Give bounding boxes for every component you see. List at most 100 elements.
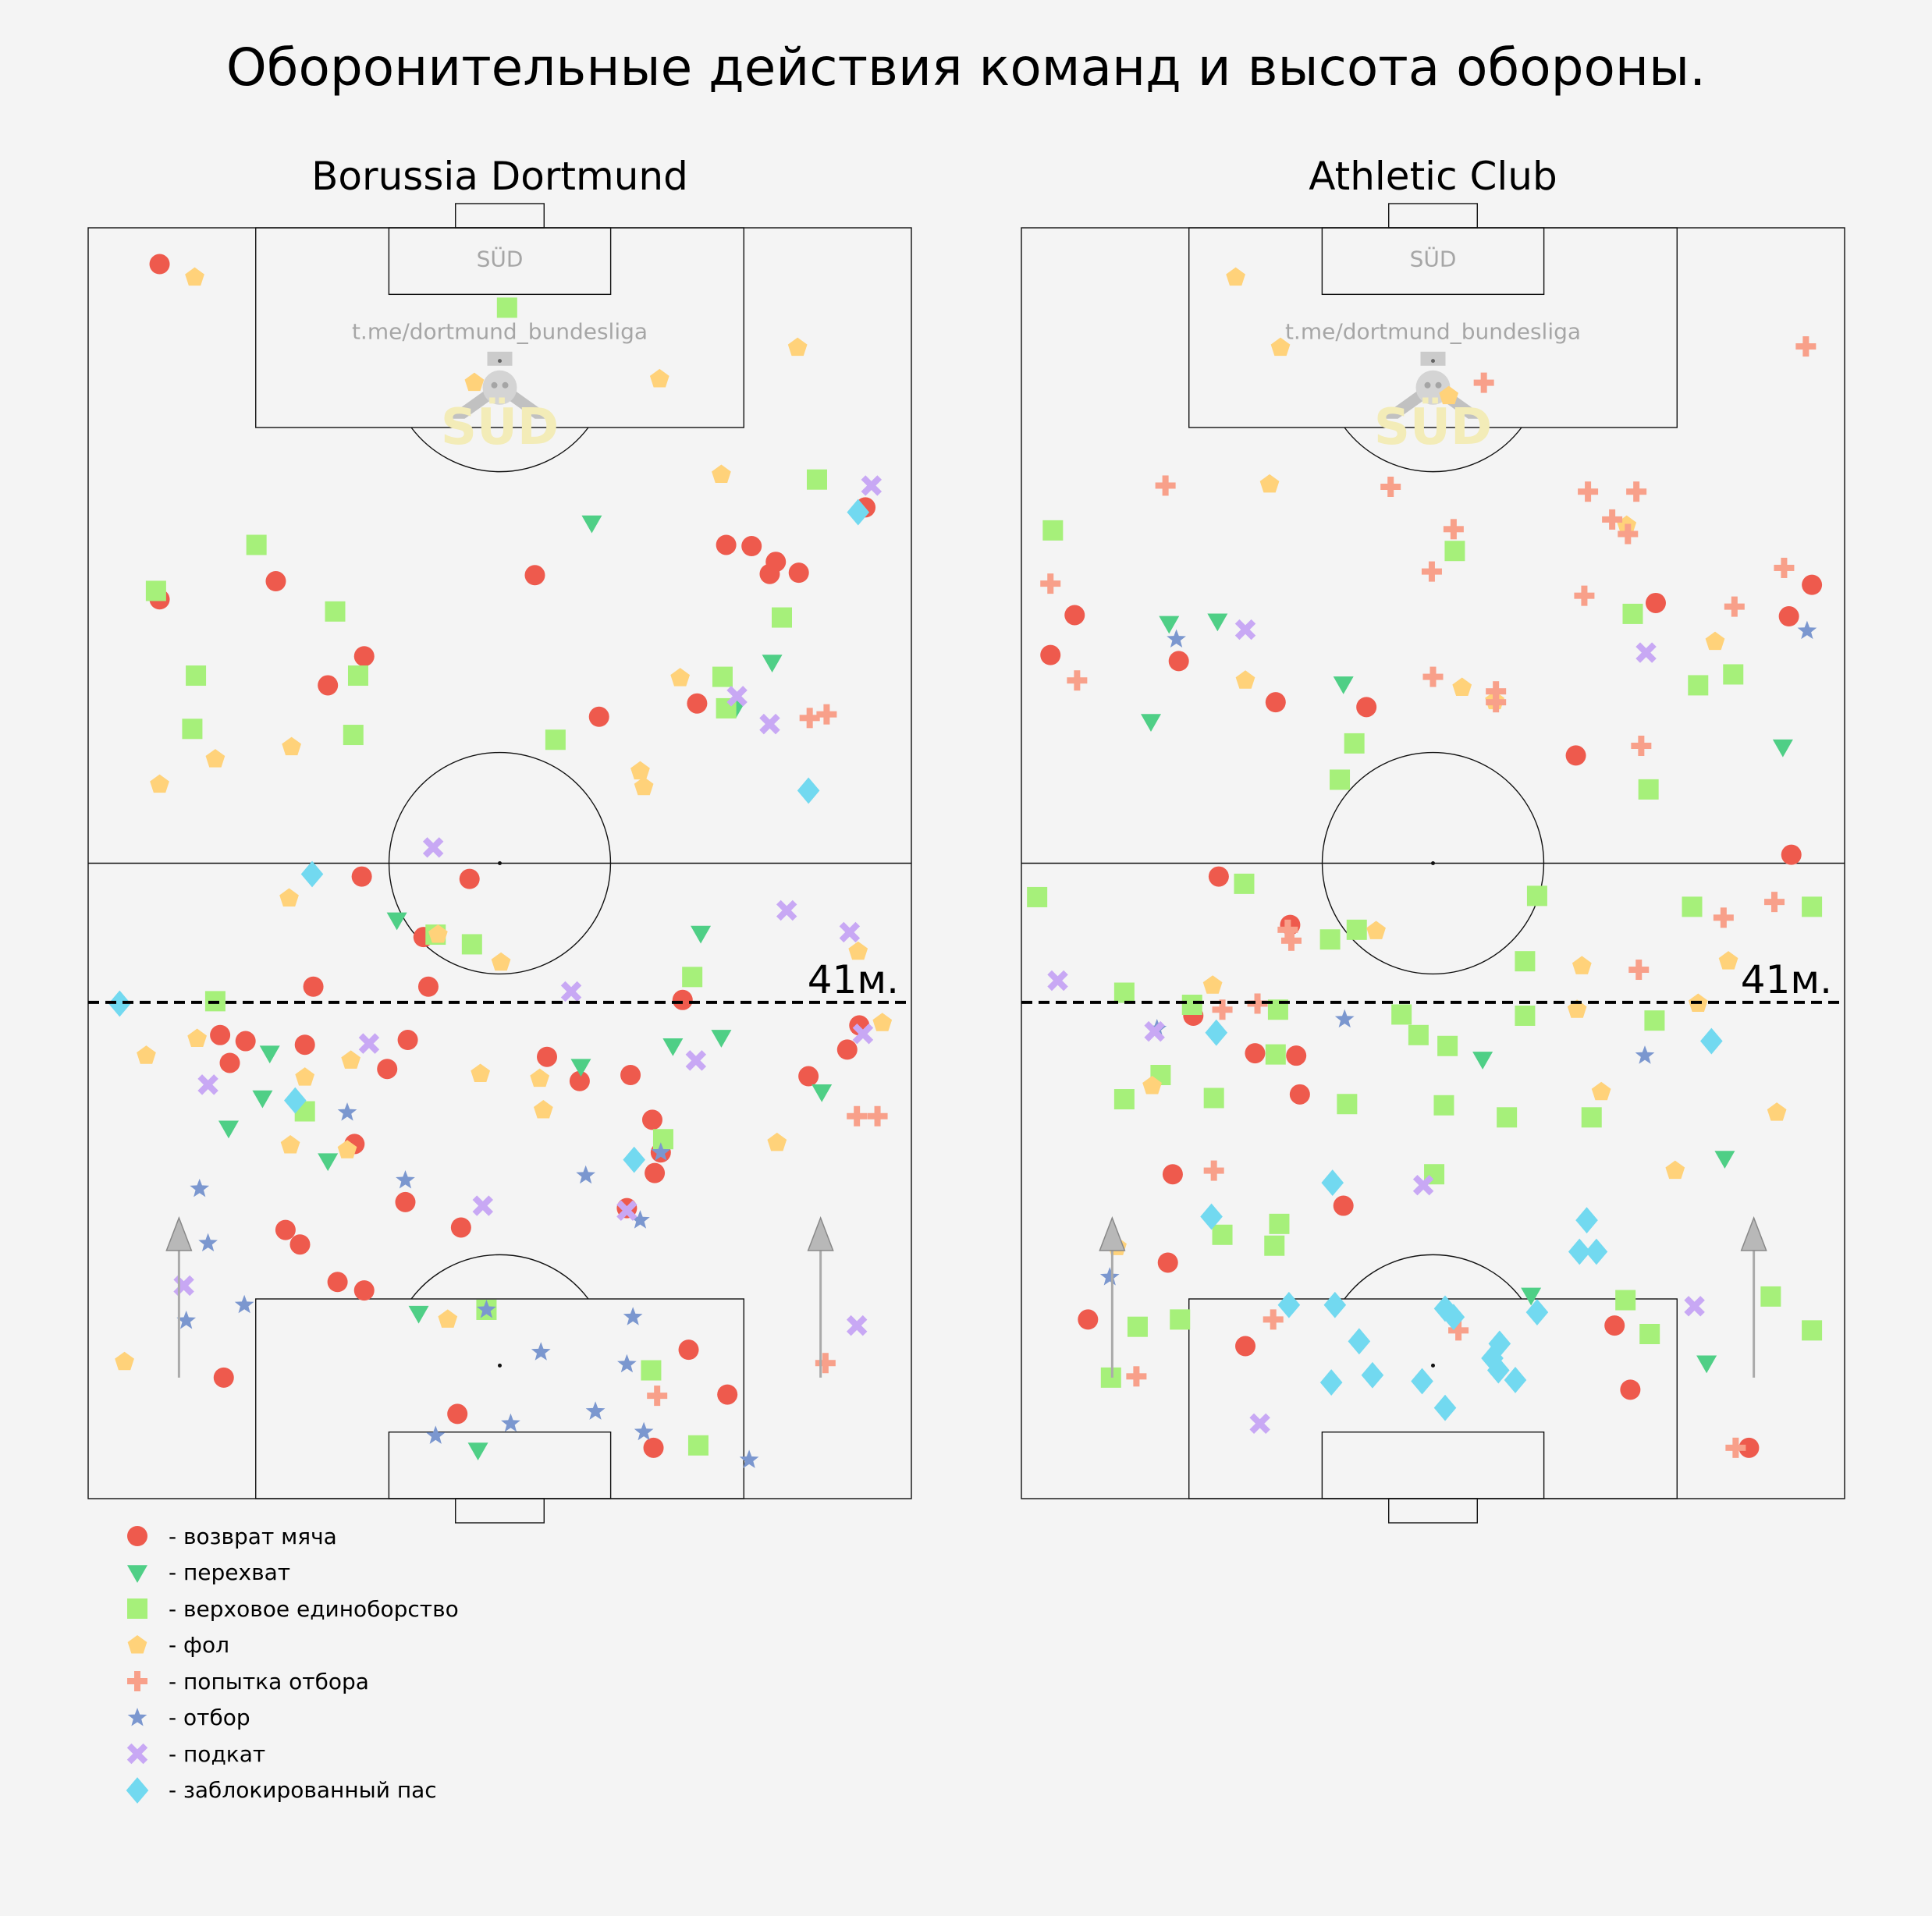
point-slide-tackle [422,837,444,858]
point-aerial [1497,1107,1518,1128]
point-aerial [1319,929,1341,950]
point-aerial [682,967,703,988]
point-aerial [1802,896,1823,917]
point-recovery [620,1065,641,1085]
legend-marker-interception [127,1565,147,1583]
point-blocked-pass [1205,1019,1228,1046]
point-aerial [1437,1035,1458,1056]
point-foul [1270,337,1291,357]
point-tackle-attempt [1713,907,1734,928]
point-interception [1772,739,1793,758]
point-aerial [1181,995,1202,1016]
pitch-panel-2: Athletic Club SÜD t.me/dortmund_bundesliga… [1021,154,1845,1524]
point-interception [408,1305,429,1324]
point-recovery [275,1219,296,1240]
point-aerial [1682,896,1703,917]
point-aerial [1027,886,1048,907]
point-interception [812,1084,833,1102]
center-circle [1321,751,1545,975]
point-recovery [353,1280,375,1301]
point-tackle-attempt [1764,892,1785,913]
point-foul [634,776,654,796]
point-tackle-attempt [1212,999,1233,1020]
point-slide-tackle [759,713,780,735]
point-interception [570,1059,591,1077]
point-recovery [1604,1315,1625,1336]
legend-marker-blocked-pass [126,1776,149,1804]
point-aerial [1760,1286,1781,1307]
legend-label: - фол [169,1632,229,1659]
point-slide-tackle [776,899,797,921]
point-tackle [1099,1267,1120,1286]
panel-title: Borussia Dortmund [311,154,688,199]
attack-direction-arrow [165,1215,193,1378]
point-slide-tackle [1234,619,1256,640]
point-aerial [1212,1224,1233,1245]
point-recovery [1162,1164,1183,1185]
legend-marker-icon [127,1565,147,1583]
point-aerial [1433,1095,1454,1116]
point-blocked-pass [1323,1291,1347,1318]
point-aerial [145,580,166,601]
point-interception [252,1090,273,1109]
point-blocked-pass [1433,1295,1457,1322]
point-aerial [712,666,733,687]
point-foul [471,1063,491,1082]
point-aerial [1526,885,1547,907]
legend-marker-icon [127,1671,147,1692]
point-foul [1705,631,1725,651]
point-tackle-attempt [1126,1366,1147,1387]
point-recovery [1157,1252,1178,1273]
point-slide-tackle [839,921,861,943]
point-foul [1767,1102,1787,1121]
point-tackle [477,1299,496,1318]
point-foul [491,952,511,971]
point-foul [530,1068,550,1088]
point-foul [1665,1160,1685,1180]
point-aerial [1723,664,1744,685]
point-aerial [1391,1004,1412,1025]
point-tackle-attempt [1422,666,1444,687]
legend: - возврат мяча - перехват - верховое едино… [117,1518,459,1808]
point-recovery [213,1367,234,1388]
point-tackle [651,1142,671,1161]
point-aerial [1127,1316,1148,1337]
point-foul [1142,1075,1162,1095]
legend-marker-icon [126,1776,149,1804]
point-recovery [1333,1195,1354,1216]
penalty-spot-bottom [498,1363,502,1368]
point-foul [205,749,226,768]
legend-item-blocked-pass: - заблокированный пас [117,1772,459,1809]
point-blocked-pass [1361,1361,1384,1389]
point-foul [1572,956,1592,974]
point-foul [848,941,868,960]
point-foul [1235,670,1255,689]
point-recovery [1064,605,1085,626]
point-aerial [347,665,368,687]
point-foul [1439,385,1459,405]
point-tackle-attempt [1247,993,1268,1014]
point-blocked-pass [1700,1027,1723,1055]
point-foul [533,1099,553,1119]
point-tackle-attempt [1280,930,1302,951]
legend-item-foul: - фол [117,1627,459,1664]
legend-label: - попытка отбора [169,1668,369,1694]
point-slide-tackle [197,1074,218,1095]
penalty-area-bottom [255,1298,744,1499]
point-recovery [1620,1379,1641,1400]
point-aerial [806,469,827,490]
logo-text: SÜD [1374,397,1492,456]
point-recovery [798,1066,819,1087]
point-interception [662,1038,684,1056]
point-aerial [325,601,346,622]
goal-bottom [455,1498,545,1524]
legend-marker-slide-tackle [126,1744,148,1765]
point-tackle [1334,1009,1355,1028]
goal-top [455,203,545,229]
watermark-url: t.me/dortmund_bundesliga [1285,319,1581,345]
point-aerial [1639,1324,1660,1345]
point-blocked-pass [108,990,131,1017]
point-aerial [1344,733,1365,754]
point-recovery [588,706,609,727]
point-tackle-attempt [1578,481,1599,502]
